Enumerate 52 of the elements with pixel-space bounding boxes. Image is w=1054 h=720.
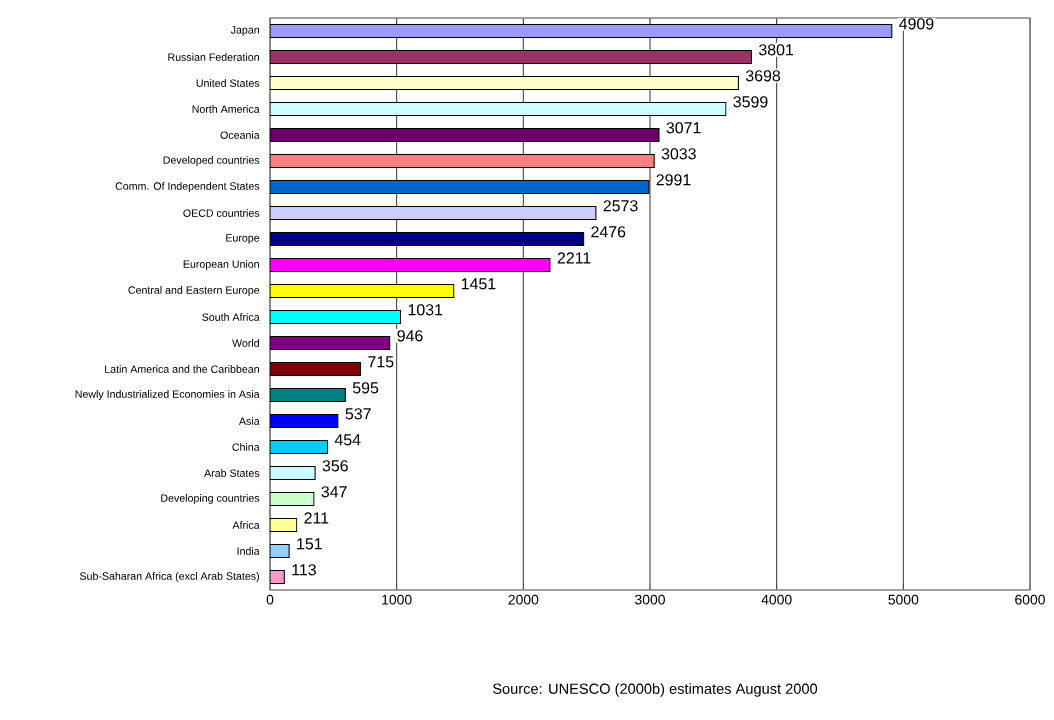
data-label: 3801 bbox=[758, 44, 794, 56]
data-label: 3033 bbox=[661, 148, 696, 160]
y-tick-label: Europe bbox=[226, 234, 260, 244]
y-tick-label: China bbox=[232, 443, 260, 451]
y-tick-label: United States bbox=[196, 79, 260, 87]
x-tick-label: 0 bbox=[266, 594, 274, 605]
data-label: 3071 bbox=[666, 122, 701, 134]
y-tick-label: Africa bbox=[232, 521, 260, 529]
data-label: 113 bbox=[292, 564, 316, 576]
x-tick-label: 5000 bbox=[888, 594, 919, 605]
x-tick-label: 4000 bbox=[761, 594, 792, 605]
data-label: 946 bbox=[397, 330, 423, 342]
y-tick-label: Central and Eastern Europe bbox=[128, 286, 260, 296]
y-tick-label: Japan bbox=[230, 26, 259, 36]
y-tick-label: OECD countries bbox=[183, 209, 260, 217]
y-tick-label: Sub-Saharan Africa (excl Arab States) bbox=[79, 572, 259, 582]
x-tick-label: 1000 bbox=[382, 594, 412, 605]
data-label: 4909 bbox=[899, 18, 934, 30]
data-label: 3698 bbox=[745, 70, 781, 82]
data-label: 211 bbox=[304, 512, 329, 524]
y-tick-label: Asia bbox=[238, 417, 260, 425]
data-label: 2211 bbox=[557, 252, 591, 264]
y-tick-label: Developing countries bbox=[161, 494, 260, 504]
y-tick-label: Oceania bbox=[220, 131, 260, 139]
y-tick-label: Newly Industrialized Economies in Asia bbox=[75, 390, 260, 400]
y-tick-label: Arab States bbox=[204, 469, 260, 477]
data-label: 537 bbox=[345, 408, 371, 420]
data-label: 2573 bbox=[603, 200, 638, 212]
y-tick-label: Comm. Of Independent States bbox=[115, 182, 260, 192]
data-label: 454 bbox=[334, 434, 361, 446]
data-label: 356 bbox=[322, 460, 348, 472]
x-tick-label: 6000 bbox=[1015, 594, 1045, 605]
data-label: 2991 bbox=[656, 174, 691, 186]
data-label: 1451 bbox=[461, 278, 496, 290]
data-label: 1031 bbox=[408, 304, 443, 316]
y-tick-label: Developed countries bbox=[163, 156, 260, 166]
y-tick-label: India bbox=[237, 547, 260, 555]
source-note: Source: UNESCO (2000b) estimates August 2000 bbox=[492, 683, 818, 697]
data-label: 715 bbox=[368, 356, 394, 368]
data-label: 347 bbox=[321, 486, 347, 498]
data-label: 2476 bbox=[591, 226, 626, 238]
data-label: 595 bbox=[352, 382, 379, 394]
y-tick-label: European Union bbox=[183, 260, 259, 270]
data-label: 151 bbox=[297, 538, 322, 550]
y-tick-label: World bbox=[232, 339, 259, 347]
x-tick-label: 3000 bbox=[635, 594, 665, 605]
y-tick-label: South Africa bbox=[202, 313, 260, 321]
y-tick-label: North America bbox=[192, 105, 260, 113]
x-tick-label: 2000 bbox=[508, 594, 539, 605]
y-tick-label: Russian Federation bbox=[168, 53, 259, 61]
data-label: 3599 bbox=[733, 96, 768, 108]
y-tick-label: Latin America and the Caribbean bbox=[105, 365, 259, 373]
